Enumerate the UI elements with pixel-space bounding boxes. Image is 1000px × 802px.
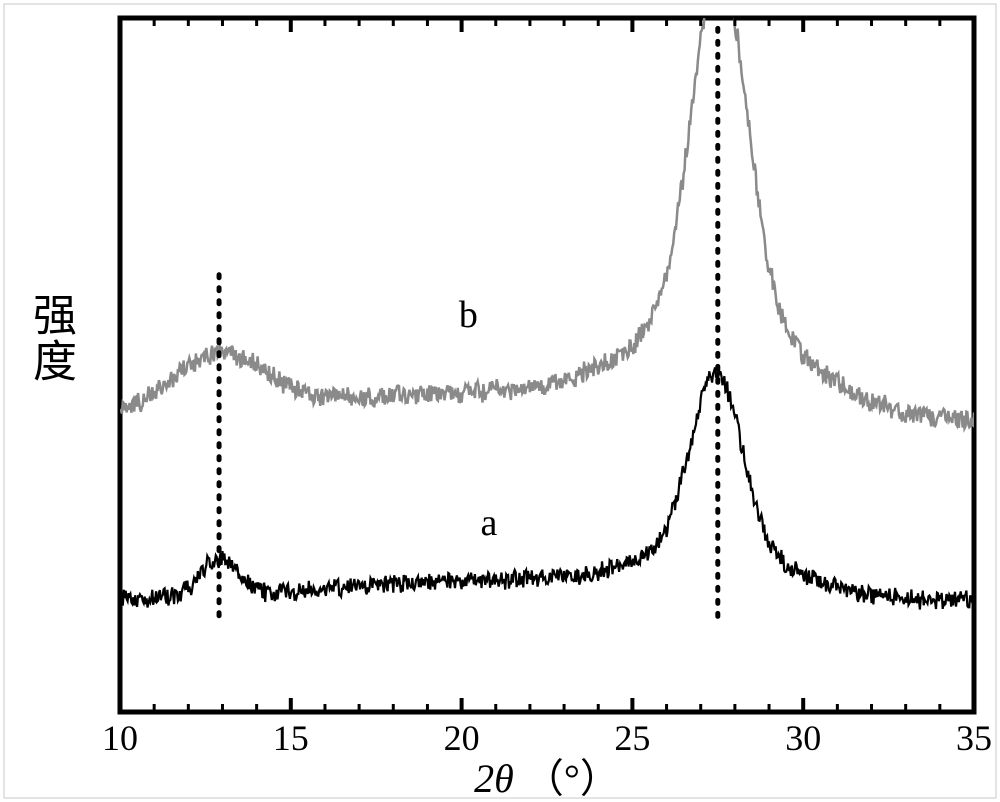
x-tick-label: 15 [273,718,309,758]
series-a-label: a [480,502,497,544]
y-axis-label: 强 [33,291,77,340]
xrd-chart: a b 10 15 20 25 30 35 2θ （°） 强度 [0,0,1000,802]
x-tick-label: 25 [614,718,650,758]
x-tick-label: 35 [956,718,992,758]
x-axis-label: 2θ （°） [474,756,620,801]
x-tick-label: 30 [785,718,821,758]
series-b-label: b [459,294,478,336]
y-axis-label: 度 [33,338,77,387]
x-tick-label: 20 [444,718,480,758]
x-tick-label: 10 [102,718,138,758]
